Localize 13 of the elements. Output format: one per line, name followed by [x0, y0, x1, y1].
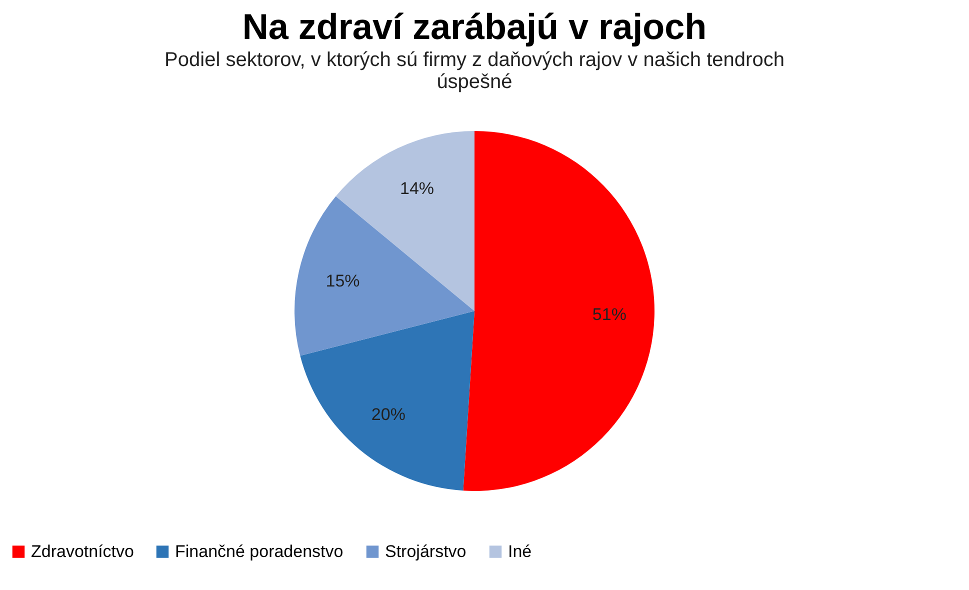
data-label: 15% — [326, 272, 360, 291]
legend-label: Finančné poradenstvo — [175, 542, 344, 561]
pie-slice — [463, 131, 654, 491]
legend-label: Strojárstvo — [385, 542, 466, 561]
data-label: 14% — [400, 178, 434, 198]
legend-label: Zdravotníctvo — [31, 542, 134, 561]
chart-title: Na zdraví zarábajú v rajoch — [242, 6, 707, 47]
data-label: 20% — [371, 405, 406, 424]
legend-label: Iné — [508, 542, 532, 561]
data-label: 51% — [592, 305, 626, 324]
pie-slice — [300, 311, 474, 491]
chart-subtitle: Podiel sektorov, v ktorých sú firmy z daňových rajov v našich tendroch úspešné — [164, 49, 784, 93]
pie-slice — [294, 196, 474, 356]
